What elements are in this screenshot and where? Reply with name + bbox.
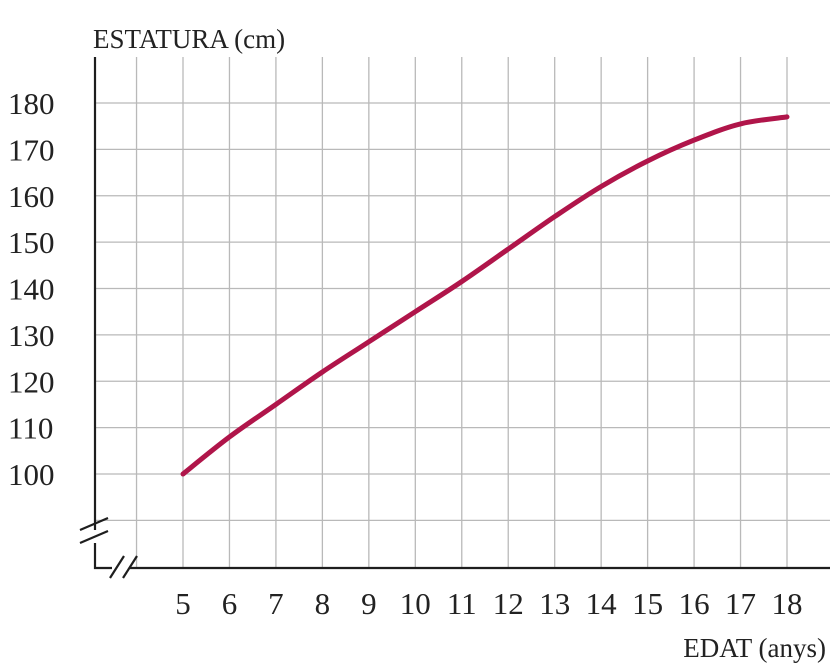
y-tick-label: 100 (8, 457, 55, 492)
y-tick-label: 160 (8, 179, 55, 214)
x-tick-label: 7 (268, 586, 284, 621)
y-axis-break (79, 516, 109, 545)
y-axis-label: ESTATURA (cm) (93, 24, 285, 54)
x-tick-label: 8 (315, 586, 331, 621)
x-tick-label: 14 (586, 586, 618, 621)
y-tick-label: 130 (8, 318, 55, 353)
tick-labels: 100 110 120 130 140 150 160 170 180 5 6 7 8 9 10 11 12 13… (8, 86, 803, 621)
y-tick-label: 110 (8, 411, 53, 446)
x-axis-label: EDAT (anys) (683, 633, 826, 663)
x-tick-label: 18 (772, 586, 803, 621)
y-tick-label: 170 (8, 132, 55, 167)
x-tick-label: 9 (361, 586, 377, 621)
x-tick-label: 11 (447, 586, 477, 621)
x-tick-label: 10 (400, 586, 431, 621)
x-tick-label: 13 (539, 586, 570, 621)
y-tick-label: 180 (8, 86, 55, 121)
y-tick-label: 150 (8, 225, 55, 260)
series (180, 114, 790, 477)
y-axis-lower-line (93, 543, 112, 570)
x-tick-label: 5 (175, 586, 191, 621)
x-tick-label: 15 (632, 586, 663, 621)
axes (79, 57, 830, 579)
x-tick-label: 17 (725, 586, 756, 621)
x-tick-label: 16 (679, 586, 710, 621)
y-tick-label: 140 (8, 272, 55, 307)
y-tick-label: 120 (8, 364, 55, 399)
series-line (180, 114, 790, 477)
x-tick-label: 6 (222, 586, 238, 621)
grid (95, 57, 830, 568)
x-tick-label: 12 (493, 586, 524, 621)
